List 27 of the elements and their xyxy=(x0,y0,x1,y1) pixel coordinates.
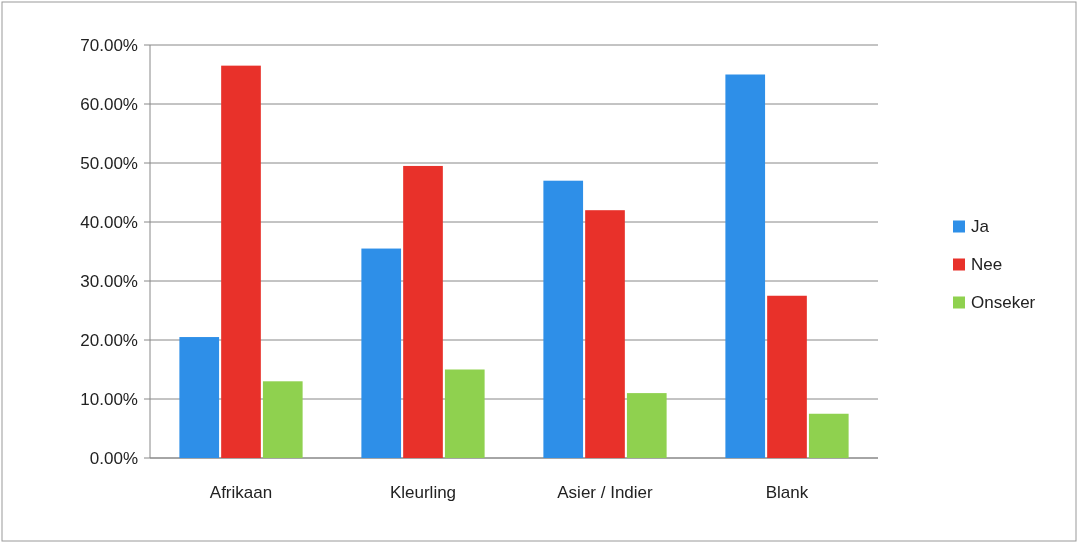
y-tick-label: 40.00% xyxy=(80,212,138,232)
bar xyxy=(585,210,625,458)
bar xyxy=(221,65,261,458)
bar xyxy=(179,337,220,458)
bar xyxy=(361,248,402,458)
y-tick-label: 70.00% xyxy=(80,35,138,55)
bar xyxy=(543,180,584,458)
bar xyxy=(262,381,303,458)
x-tick-label: Afrikaan xyxy=(209,483,273,502)
y-tick-label: 60.00% xyxy=(80,94,138,114)
x-tick-label: Asier / Indier xyxy=(557,483,654,502)
bar xyxy=(403,165,443,458)
y-tick-label: 10.00% xyxy=(80,389,138,409)
legend-label: Onseker xyxy=(971,293,1036,313)
y-tick-label: 0.00% xyxy=(89,448,138,468)
y-tick-label: 30.00% xyxy=(80,271,138,291)
bar xyxy=(626,393,667,458)
y-tick-label: 20.00% xyxy=(80,330,138,350)
legend-label: Ja xyxy=(971,217,990,237)
bar xyxy=(444,369,485,458)
y-tick-label: 50.00% xyxy=(80,153,138,173)
x-tick-label: Kleurling xyxy=(389,483,457,502)
bar xyxy=(767,295,807,458)
legend-label: Nee xyxy=(971,255,1003,275)
x-tick-label: Blank xyxy=(765,483,809,502)
bar xyxy=(725,74,766,458)
bar xyxy=(808,413,849,458)
